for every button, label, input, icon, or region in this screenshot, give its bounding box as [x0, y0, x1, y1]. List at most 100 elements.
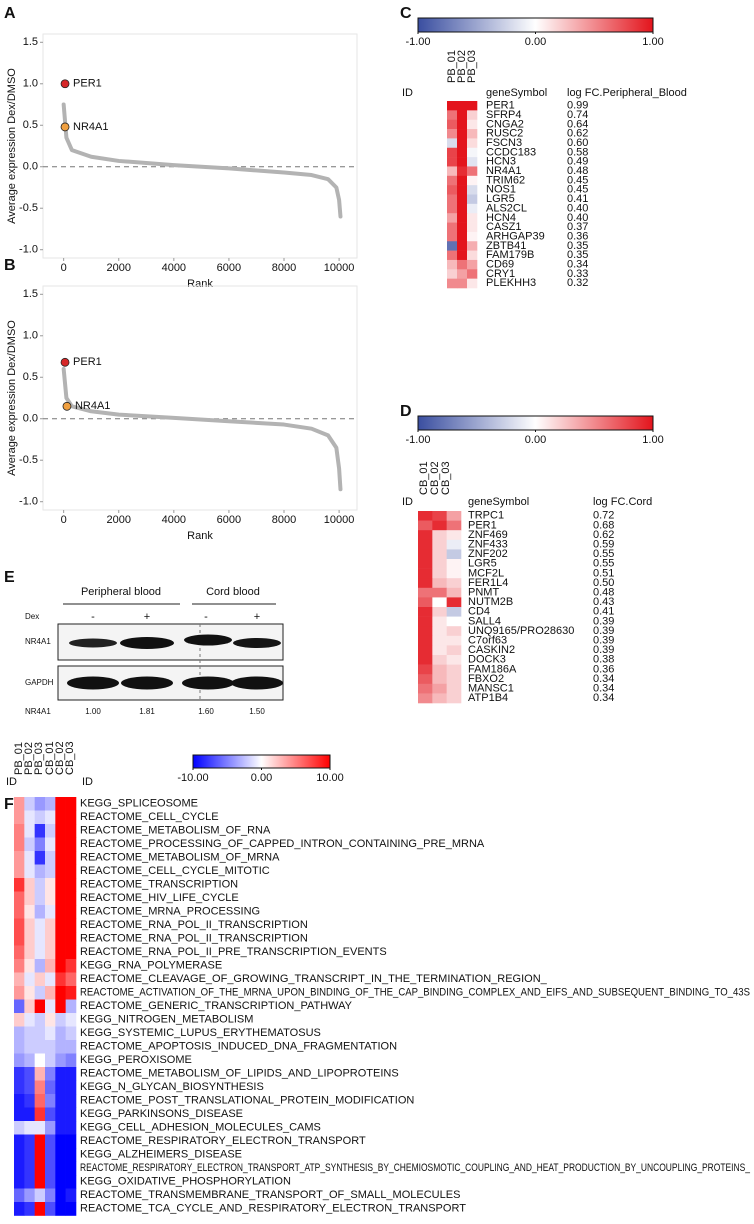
heatmap-cell [432, 607, 447, 617]
heatmap-cell [45, 864, 56, 879]
heatmap-cell [457, 185, 468, 195]
heatmap-cell [418, 511, 433, 521]
heatmap-cell [65, 1094, 77, 1108]
x-axis-label: Rank [187, 278, 213, 290]
panel-label: A [4, 5, 16, 22]
row-label: KEGG_SPLICEOSOME [80, 798, 198, 810]
heatmap-cell [467, 166, 478, 177]
heatmap-cell [446, 616, 462, 627]
heatmap-cell [45, 837, 56, 852]
quant-label: NR4A1 [25, 707, 51, 716]
colorbar-label: 0.00 [525, 434, 546, 446]
heatmap-cell [24, 1053, 35, 1068]
heatmap-cell [14, 891, 25, 906]
heatmap-cell [418, 597, 433, 608]
log-fc: 0.34 [593, 683, 614, 695]
heatmap-cell [467, 259, 478, 270]
log-fc: 0.35 [567, 240, 588, 252]
row-label: FAM186A [468, 663, 517, 675]
heatmap-cell [24, 945, 35, 960]
y-tick-label: 0.5 [23, 371, 38, 383]
colorbar-label: 1.00 [642, 36, 663, 48]
y-axis-label: Average expression Dex/DMSO [6, 320, 18, 476]
heatmap-cell [45, 1094, 56, 1108]
heatmap-cell [55, 1175, 66, 1189]
y-tick-label: 1.0 [23, 78, 38, 90]
log-fc: 0.74 [567, 109, 588, 121]
log-fc: 0.39 [593, 615, 614, 627]
heatmap-cell [45, 1134, 56, 1149]
heatmap-cell [457, 259, 468, 270]
heatmap-cell [24, 1094, 35, 1108]
heatmap-cell [446, 664, 462, 675]
row-label: REACTOME_TCA_CYCLE_AND_RESPIRATORY_ELECT… [80, 1203, 466, 1215]
row-label: NUTM2B [468, 596, 513, 608]
table-header: log FC.Peripheral_Blood [567, 87, 687, 99]
heatmap-cell [34, 932, 46, 946]
heatmap-cell [24, 1202, 35, 1216]
colorbar-label: -1.00 [405, 36, 430, 48]
heatmap-cell [14, 878, 25, 892]
row-label: FER1L4 [468, 577, 508, 589]
heatmap-cell [65, 1040, 77, 1054]
heatmap-cell [418, 693, 433, 704]
heatmap-cell [457, 157, 468, 167]
heatmap-cell [55, 1040, 66, 1054]
row-label: PLEKHH3 [486, 277, 536, 289]
line-chart: A -1.0 -0.5 0.0 0.5 1.0 1.5 0 2000 4000 6000 8000 10… [4, 5, 358, 290]
heatmap-cell [467, 175, 478, 186]
heatmap-cell [446, 626, 462, 637]
y-tick-label: 1.0 [23, 330, 38, 342]
log-fc: 0.51 [593, 567, 614, 579]
heatmap-cell [432, 597, 447, 608]
row-label: SALL4 [468, 615, 501, 627]
heatmap-cell [447, 278, 458, 289]
x-tick-label: 4000 [162, 514, 186, 526]
heatmap-cell [418, 549, 433, 560]
heatmap-cell [467, 194, 478, 205]
panel-label: E [4, 569, 15, 586]
band [120, 637, 174, 649]
heatmap-cell [432, 530, 447, 541]
heatmap-cell [55, 878, 66, 892]
heatmap-cell [446, 511, 462, 521]
heatmap-cell [65, 878, 77, 892]
heatmap-cell [447, 129, 458, 139]
heatmap-cell [457, 129, 468, 139]
heatmap-cell [55, 891, 66, 906]
row-label: C7orf63 [468, 635, 507, 647]
row-label: REACTOME_CELL_CYCLE [80, 811, 219, 823]
heatmap-cell [55, 1067, 66, 1081]
heatmap-cell [45, 972, 56, 987]
heatmap-cell [65, 905, 77, 919]
heatmap-cell [24, 1080, 35, 1095]
log-fc: 0.49 [567, 156, 588, 168]
colorbar-label: -1.00 [405, 434, 430, 446]
heatmap-cell [34, 905, 46, 919]
heatmap-cell [34, 972, 46, 987]
heatmap-cell [432, 626, 447, 637]
heatmap-cell [467, 213, 478, 223]
heatmap-cell [34, 837, 46, 852]
colorbar [192, 754, 331, 769]
heatmap-cell [34, 999, 46, 1014]
column-label: PB_01 [13, 742, 25, 775]
heatmap-cell [446, 520, 462, 531]
heatmap-cell [24, 932, 35, 946]
heatmap-cell [447, 231, 458, 242]
heatmap-cell [14, 1080, 25, 1095]
row-label: PNMT [468, 587, 499, 599]
heatmap-cell [34, 1202, 46, 1216]
heatmap-cell [34, 1175, 46, 1189]
log-fc: 0.48 [567, 165, 588, 177]
x-tick-label: 8000 [272, 514, 296, 526]
heatmap-cell [14, 999, 25, 1014]
band [233, 638, 281, 648]
y-tick-label: -0.5 [19, 454, 38, 466]
row-label: ATP1B4 [468, 692, 508, 704]
heatmap-cell [34, 1013, 46, 1027]
heatmap-cell [34, 1107, 46, 1122]
column-label: PB_03 [466, 50, 478, 83]
heatmap-cell [34, 1148, 46, 1162]
